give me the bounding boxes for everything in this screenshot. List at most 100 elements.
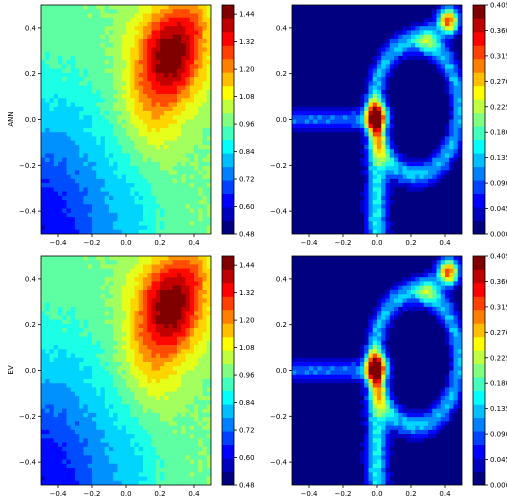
heatmap-cell (143, 34, 148, 40)
heatmap-cell (360, 34, 365, 40)
heatmap-cell (411, 217, 416, 222)
heatmap-cell (121, 225, 127, 231)
panel-1: −0.4 −0.2 0.0 0.2 0.4−0.4−0.20.00.20.40.480.… (19, 4, 255, 247)
heatmap-cell (75, 102, 80, 108)
heatmap-cell (194, 30, 199, 36)
heatmap-cell (185, 281, 191, 287)
heatmap-cell (143, 157, 148, 163)
heatmap-cell (75, 264, 80, 270)
heatmap-cell (292, 178, 297, 184)
heatmap-cell (109, 221, 114, 227)
heatmap-cell (389, 34, 395, 40)
heatmap-cell (147, 302, 153, 308)
heatmap-cell (449, 149, 455, 155)
heatmap-cell (355, 21, 361, 27)
heatmap-cell (304, 72, 310, 78)
heatmap-cell (304, 98, 310, 104)
heatmap-cell (92, 77, 97, 82)
heatmap-cell (177, 212, 182, 218)
heatmap-cell (394, 166, 399, 171)
heatmap-cell (126, 187, 131, 193)
heatmap-cell (406, 34, 412, 40)
heatmap-cell (364, 77, 370, 82)
heatmap-cell (49, 127, 55, 133)
heatmap-cell (194, 285, 199, 291)
heatmap-cell (198, 260, 204, 266)
heatmap-cell (92, 178, 97, 184)
heatmap-cell (164, 123, 170, 129)
heatmap-cell (398, 153, 404, 159)
heatmap-cell (155, 55, 161, 61)
heatmap-cell (113, 256, 119, 261)
heatmap-cell (75, 94, 80, 99)
heatmap-cell (355, 81, 361, 87)
heatmap-cell (398, 183, 404, 188)
heatmap-cell (121, 9, 127, 15)
heatmap-cell (206, 21, 211, 27)
heatmap-cell (389, 136, 395, 142)
heatmap-cell (138, 123, 144, 129)
heatmap-cell (79, 281, 85, 287)
heatmap-cell (304, 26, 310, 32)
heatmap-cell (440, 153, 446, 159)
heatmap-cell (296, 140, 302, 146)
heatmap-cell (428, 64, 433, 70)
heatmap-cell (377, 72, 382, 78)
heatmap-cell (130, 132, 136, 138)
heatmap-cell (87, 277, 93, 283)
heatmap-cell (368, 85, 374, 91)
heatmap-cell (321, 94, 327, 99)
heatmap-cell (62, 34, 68, 40)
heatmap-cell (415, 191, 421, 197)
heatmap-cell (104, 157, 110, 163)
heatmap-cell (53, 26, 59, 32)
heatmap-cell (138, 111, 144, 116)
heatmap-cell (198, 140, 204, 146)
heatmap-cell (92, 157, 97, 163)
heatmap-cell (415, 195, 421, 201)
heatmap-cell (406, 64, 412, 70)
heatmap-cell (181, 208, 187, 214)
y-tick-label: 0.0 (276, 116, 287, 124)
heatmap-cell (151, 72, 157, 78)
heatmap-cell (309, 115, 314, 121)
heatmap-cell (117, 294, 123, 300)
heatmap-cell (87, 17, 93, 23)
heatmap-cell (296, 170, 302, 176)
heatmap-cell (389, 132, 395, 138)
heatmap-cell (147, 166, 153, 171)
heatmap-cell (419, 51, 425, 57)
heatmap-cell (109, 106, 114, 112)
heatmap-cell (41, 161, 46, 167)
heatmap-cell (109, 64, 114, 70)
heatmap-cell (189, 34, 195, 40)
heatmap-cell (326, 102, 331, 108)
heatmap-cell (79, 72, 85, 78)
heatmap-cell (96, 94, 102, 99)
heatmap-cell (313, 9, 319, 15)
heatmap-cell (164, 260, 170, 266)
heatmap-cell (92, 183, 97, 188)
heatmap-cell (389, 38, 395, 44)
heatmap-cell (368, 229, 374, 234)
heatmap-cell (138, 285, 144, 291)
heatmap-cell (292, 106, 297, 112)
heatmap-cell (415, 9, 421, 15)
heatmap-cell (87, 9, 93, 15)
heatmap-cell (202, 115, 208, 121)
heatmap-cell (66, 94, 72, 99)
heatmap-cell (151, 281, 157, 287)
heatmap-cell (87, 119, 93, 125)
heatmap-cell (432, 72, 438, 78)
heatmap-cell (41, 60, 46, 65)
heatmap-cell (138, 306, 144, 312)
heatmap-cell (58, 277, 63, 283)
heatmap-cell (394, 43, 399, 49)
heatmap-cell (309, 55, 314, 61)
heatmap-cell (411, 55, 416, 61)
heatmap-cell (79, 111, 85, 116)
heatmap-cell (355, 225, 361, 231)
heatmap-cell (53, 140, 59, 146)
heatmap-cell (351, 34, 357, 40)
heatmap-cell (160, 302, 165, 308)
